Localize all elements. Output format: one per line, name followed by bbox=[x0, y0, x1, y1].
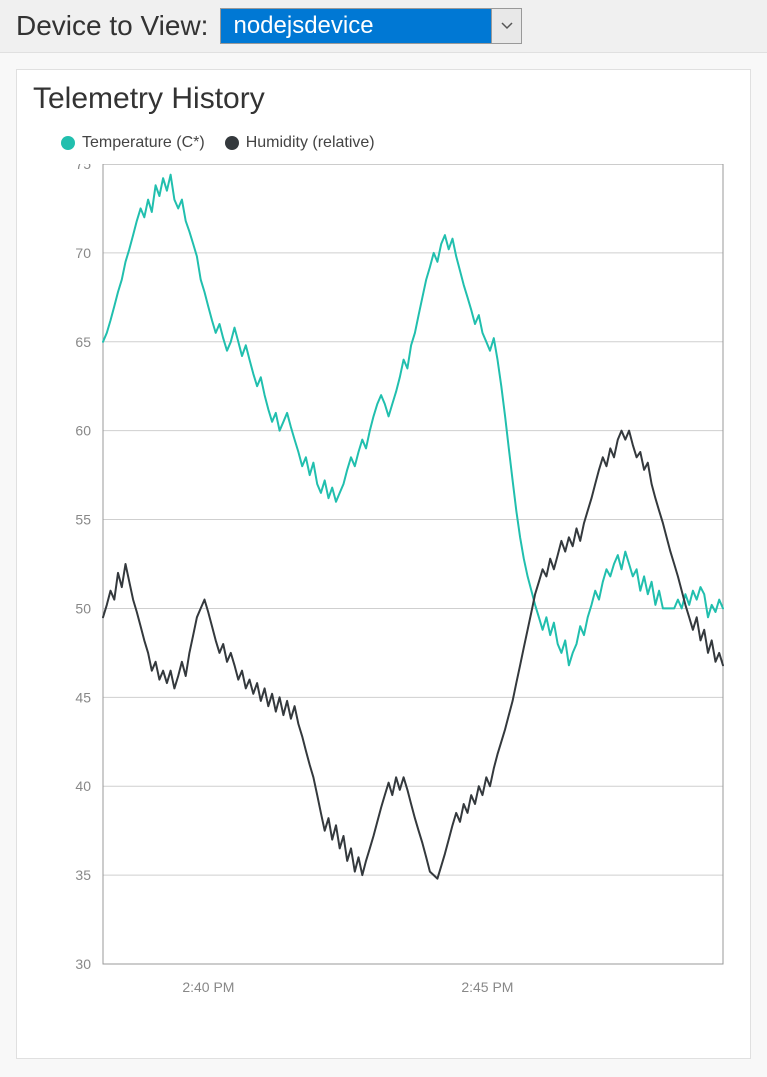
legend-item-humidity: Humidity (relative) bbox=[225, 134, 375, 152]
legend-dot-icon bbox=[225, 136, 239, 150]
svg-text:2:45 PM: 2:45 PM bbox=[461, 979, 513, 995]
svg-text:2:40 PM: 2:40 PM bbox=[182, 979, 234, 995]
svg-text:45: 45 bbox=[75, 689, 91, 705]
device-selector-bar: Device to View: nodejsdevice bbox=[0, 0, 767, 53]
telemetry-chart: 30 35 40 45 50 55 60 65 70 75 2:40 PM 2:45 PM bbox=[33, 164, 734, 1034]
svg-text:30: 30 bbox=[75, 956, 91, 972]
telemetry-panel: Telemetry History Temperature (C*) Humid… bbox=[16, 69, 751, 1059]
legend-item-temperature: Temperature (C*) bbox=[61, 134, 205, 152]
legend-label: Humidity (relative) bbox=[246, 134, 375, 152]
svg-text:50: 50 bbox=[75, 600, 91, 616]
chevron-down-icon bbox=[491, 9, 521, 43]
svg-text:35: 35 bbox=[75, 867, 91, 883]
svg-text:75: 75 bbox=[75, 164, 91, 172]
chart-legend: Temperature (C*) Humidity (relative) bbox=[61, 134, 734, 152]
panel-title: Telemetry History bbox=[33, 82, 734, 116]
device-select[interactable]: nodejsdevice bbox=[220, 8, 522, 44]
svg-text:65: 65 bbox=[75, 334, 91, 350]
svg-text:70: 70 bbox=[75, 245, 91, 261]
svg-text:40: 40 bbox=[75, 778, 91, 794]
svg-text:60: 60 bbox=[75, 423, 91, 439]
legend-label: Temperature (C*) bbox=[82, 134, 205, 152]
chart-svg: 30 35 40 45 50 55 60 65 70 75 2:40 PM 2:45 PM bbox=[33, 164, 733, 1034]
device-select-value: nodejsdevice bbox=[221, 9, 491, 43]
svg-text:55: 55 bbox=[75, 512, 91, 528]
device-to-view-label: Device to View: bbox=[16, 10, 208, 42]
legend-dot-icon bbox=[61, 136, 75, 150]
